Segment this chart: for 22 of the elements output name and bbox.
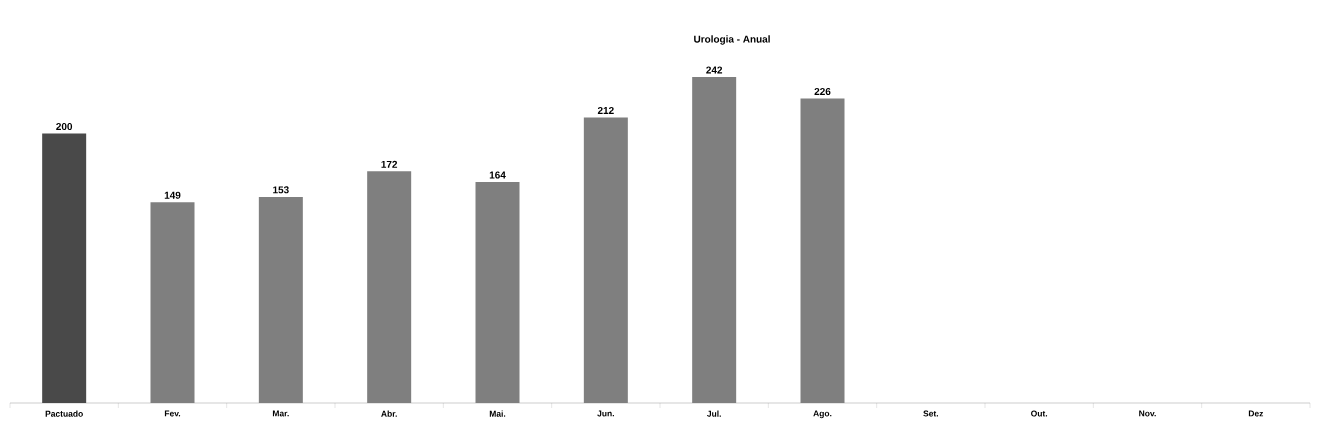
data-label: 226 [814,87,831,96]
data-label: 172 [381,160,398,168]
x-tick-label: Jun. [597,410,614,417]
x-tick-label: Pactuado [45,410,83,417]
data-label: 149 [164,191,181,199]
data-label: 200 [56,123,73,131]
data-label: 164 [489,171,506,179]
x-tick-label: Dez [1248,410,1264,417]
x-tick-label: Fev. [164,410,181,417]
data-label: 242 [706,66,723,74]
x-tick-label: Mar. [272,410,289,417]
x-tick-label: Nov. [1139,410,1156,417]
x-tick-label: Out. [1031,410,1048,417]
x-tick-label: Ago. [813,410,832,419]
data-label: 212 [597,106,614,114]
x-tick-label: Mai. [489,410,506,417]
x-tick-label: Jul. [707,410,721,417]
data-label: 153 [273,186,289,194]
chart-title: Urologia - Anual [694,35,770,45]
bar [42,133,87,403]
x-tick-label: Abr. [381,410,397,417]
x-tick-label: Set. [923,410,939,417]
